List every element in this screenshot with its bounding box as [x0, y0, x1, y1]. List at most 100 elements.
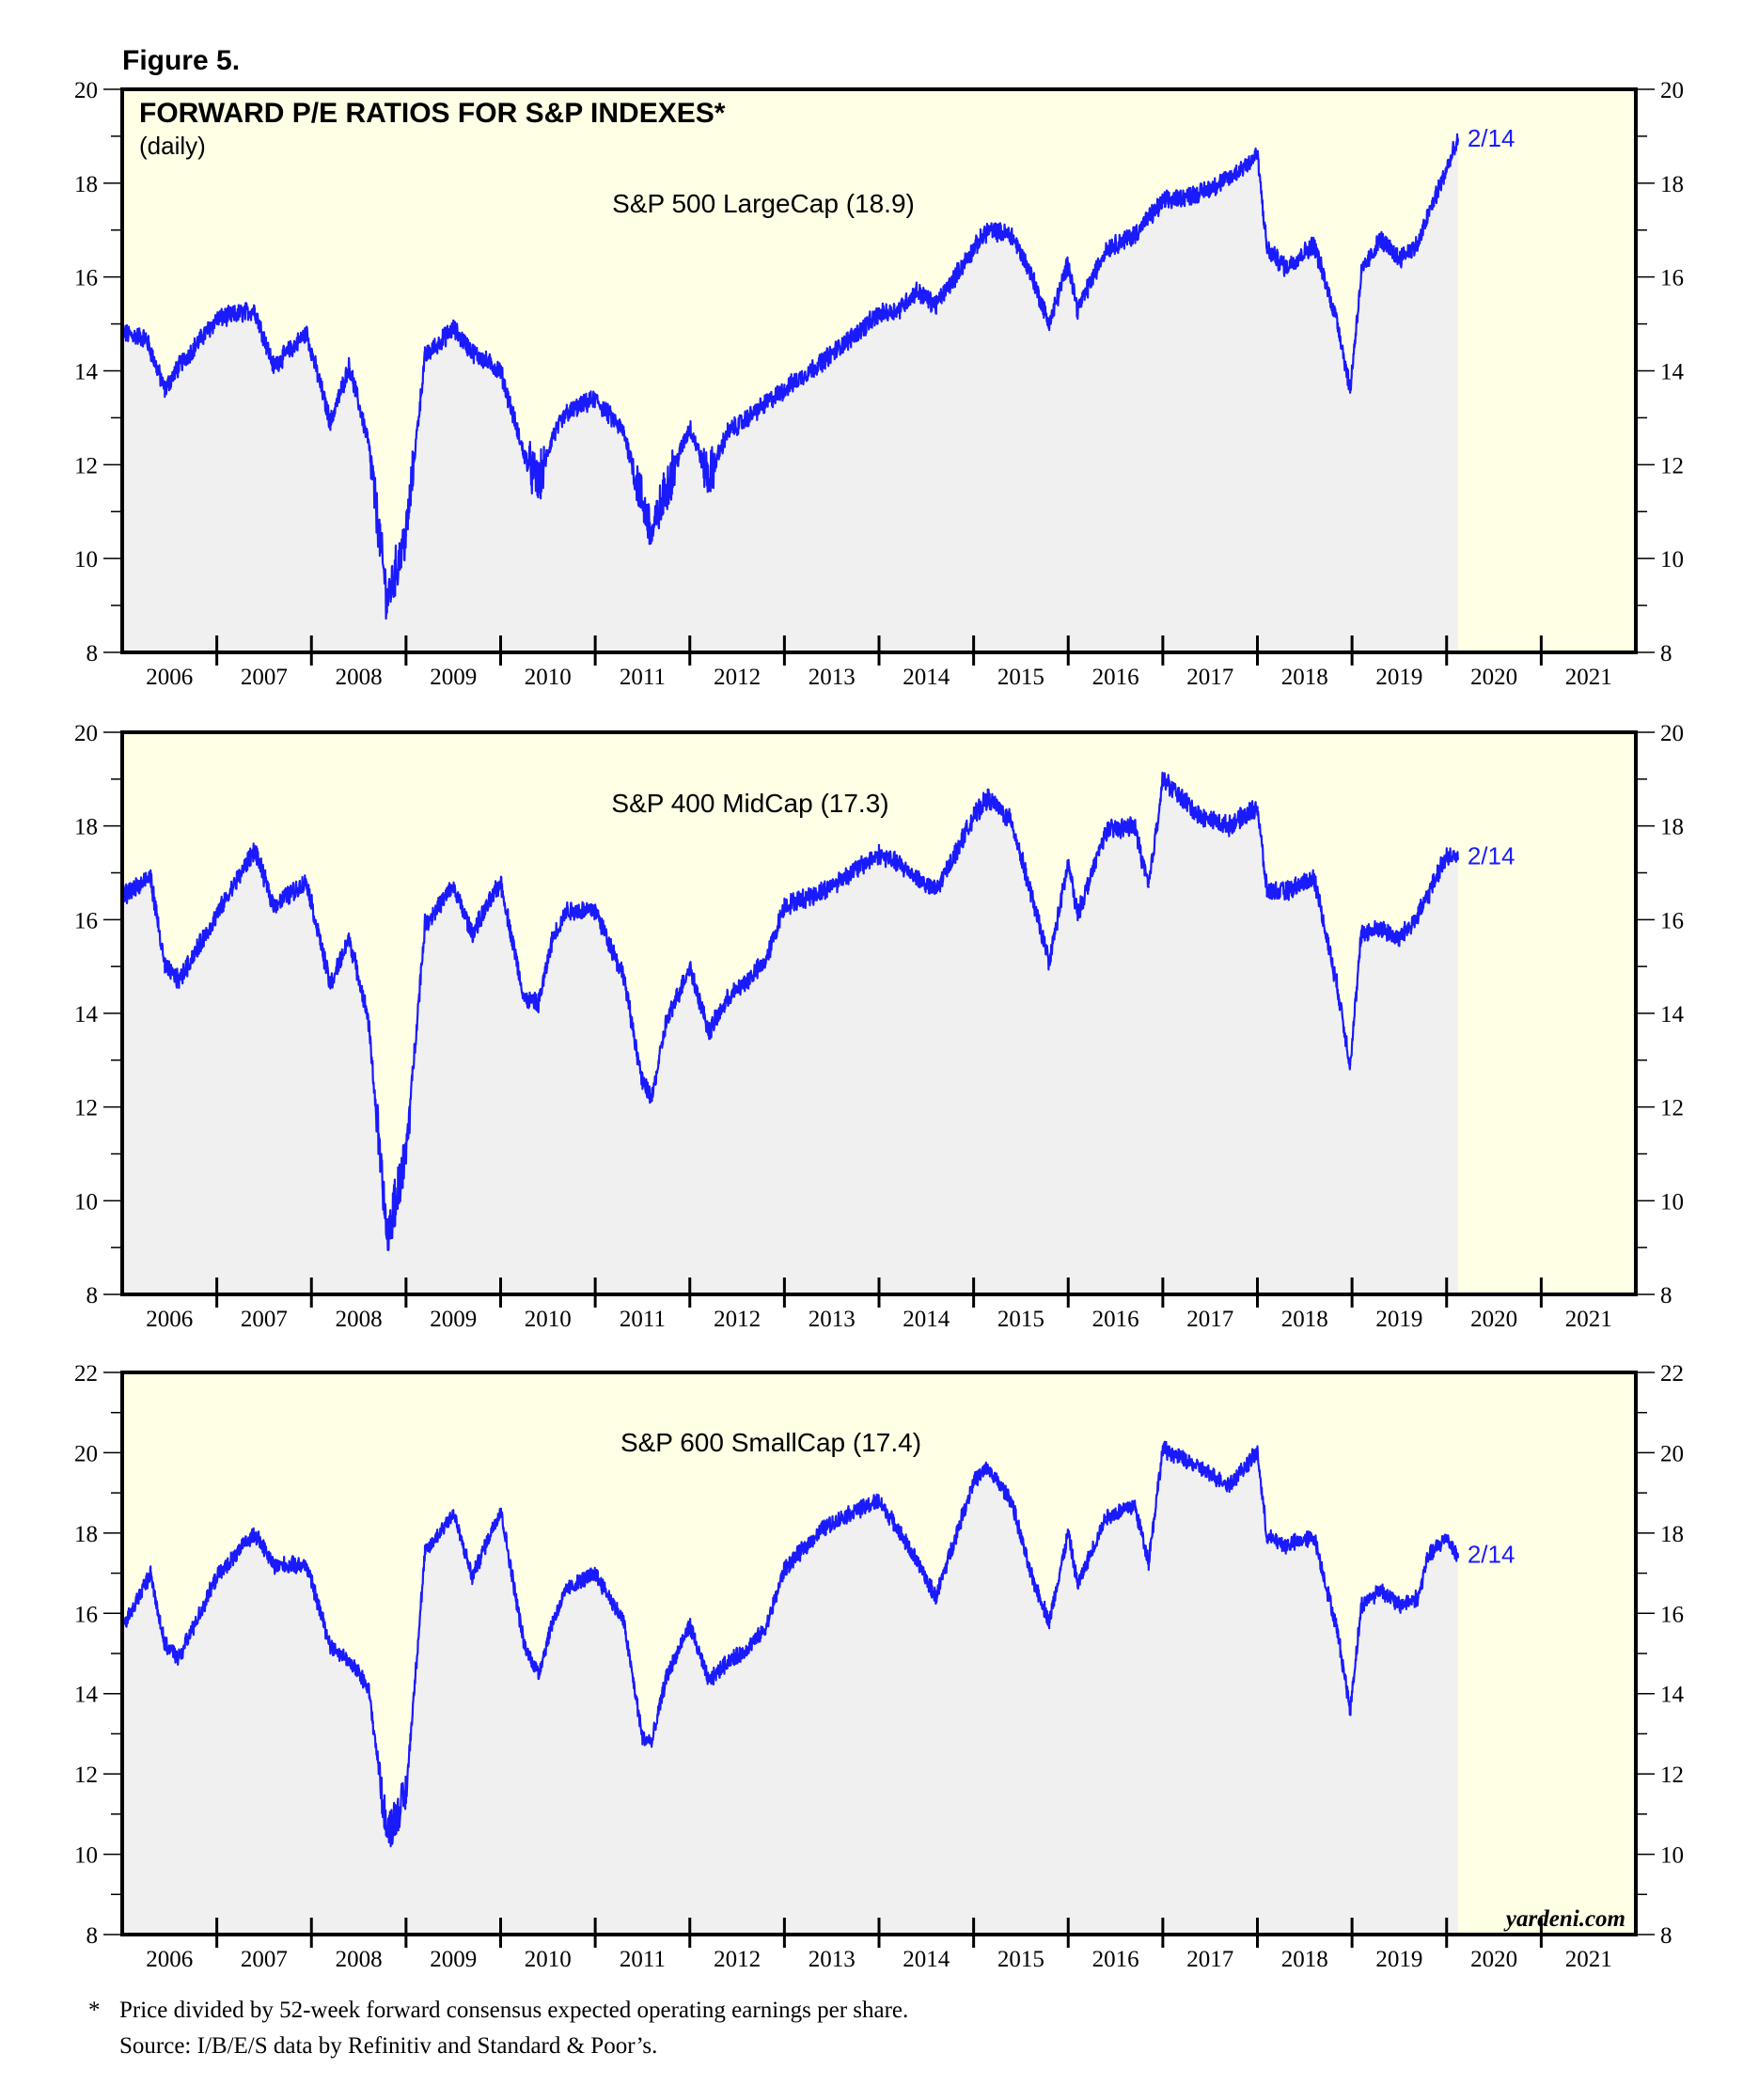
x-tick-label: 2008: [336, 1307, 383, 1332]
data-point: [622, 431, 625, 433]
data-point: [1047, 322, 1051, 325]
x-tick-label: 2019: [1375, 665, 1422, 690]
series-label: S&P 600 SmallCap (17.4): [620, 1428, 921, 1457]
data-point: [1265, 1535, 1268, 1539]
data-point: [1199, 191, 1202, 194]
x-tick-label: 2021: [1565, 1947, 1612, 1972]
series-label: S&P 400 MidCap (17.3): [611, 789, 888, 818]
data-point: [1199, 815, 1202, 818]
data-point: [423, 1552, 427, 1555]
data-point: [1067, 1531, 1070, 1535]
data-point: [934, 1596, 937, 1599]
data-point: [1336, 1632, 1340, 1635]
data-point: [404, 1152, 408, 1155]
data-point: [934, 890, 937, 893]
y-tick-label-left: 10: [74, 1843, 98, 1869]
x-tick-label: 2012: [714, 665, 761, 690]
data-point: [593, 909, 597, 912]
y-tick-label-right: 18: [1660, 815, 1684, 840]
y-tick-label-left: 8: [86, 1283, 99, 1309]
data-point: [651, 1740, 653, 1744]
data-point: [1284, 266, 1287, 269]
y-tick-label-left: 20: [74, 1441, 98, 1466]
data-point: [1228, 177, 1231, 180]
data-point: [1348, 388, 1352, 391]
x-tick-label: 2019: [1375, 1947, 1422, 1972]
x-tick-label: 2014: [903, 1947, 950, 1972]
data-point: [1256, 153, 1259, 157]
data-point: [1010, 820, 1013, 823]
data-point: [1029, 271, 1032, 274]
x-tick-label: 2007: [241, 665, 288, 690]
data-point: [1161, 777, 1165, 780]
data-point: [565, 909, 569, 912]
data-point: [385, 1237, 388, 1240]
data-point: [537, 1672, 540, 1675]
data-point: [1010, 1499, 1013, 1502]
y-tick-label-left: 14: [74, 360, 99, 385]
data-point: [471, 1575, 474, 1579]
data-point: [471, 932, 474, 935]
y-tick-label-right: 8: [1660, 1283, 1672, 1309]
data-point: [452, 885, 455, 888]
x-tick-label: 2009: [430, 1307, 477, 1332]
data-point: [551, 937, 554, 940]
data-point: [593, 398, 597, 400]
chart-panel-sp500: FORWARD P/E RATIOS FOR S&P INDEXES* (dai…: [74, 78, 1685, 690]
data-point: [665, 1676, 667, 1679]
x-tick-label: 2013: [809, 665, 856, 690]
data-point: [986, 228, 989, 231]
series-area: [122, 773, 1458, 1294]
data-point: [783, 388, 786, 391]
data-point: [1348, 1708, 1352, 1712]
y-tick-label-left: 12: [74, 1763, 98, 1788]
data-point: [306, 1563, 308, 1567]
data-point: [215, 914, 218, 917]
data-point: [1161, 1448, 1165, 1450]
y-tick-label-left: 16: [74, 1602, 98, 1627]
data-point: [272, 365, 275, 368]
data-point: [1312, 1535, 1316, 1539]
data-point: [1417, 914, 1420, 917]
x-tick-label: 2013: [809, 1947, 856, 1972]
data-point: [499, 369, 502, 372]
data-point: [821, 890, 824, 893]
data-point: [764, 961, 767, 964]
data-point: [348, 365, 351, 368]
data-point: [404, 1793, 408, 1795]
data-point: [877, 313, 881, 316]
data-point: [740, 983, 744, 987]
x-tick-label: 2015: [997, 1307, 1044, 1332]
data-point: [452, 1512, 455, 1514]
data-point: [1445, 1535, 1449, 1539]
data-point: [306, 332, 308, 335]
y-tick-label-left: 18: [74, 815, 98, 840]
data-point: [348, 937, 351, 940]
y-tick-label-right: 16: [1660, 1602, 1684, 1627]
data-point: [1426, 214, 1429, 217]
data-point: [178, 365, 181, 368]
x-tick-label: 2017: [1186, 1307, 1233, 1332]
y-tick-label-right: 10: [1660, 547, 1684, 572]
x-tick-label: 2012: [714, 1307, 761, 1332]
data-point: [1010, 233, 1013, 236]
data-point: [1398, 257, 1401, 259]
data-point: [1417, 243, 1420, 245]
x-tick-label: 2006: [146, 1307, 193, 1332]
data-point: [641, 501, 644, 504]
data-point: [1284, 890, 1287, 893]
data-point: [641, 1736, 644, 1739]
data-point: [149, 1572, 152, 1575]
data-point: [1133, 233, 1136, 236]
y-tick-label-right: 12: [1660, 1096, 1684, 1121]
data-point: [783, 904, 786, 907]
data-point: [1445, 167, 1449, 171]
data-point: [1336, 322, 1340, 325]
x-tick-label: 2011: [620, 665, 666, 690]
data-point: [641, 1082, 644, 1086]
data-point: [537, 482, 540, 485]
data-point: [1284, 1544, 1287, 1546]
data-point: [1105, 1515, 1107, 1519]
data-point: [1047, 961, 1051, 964]
